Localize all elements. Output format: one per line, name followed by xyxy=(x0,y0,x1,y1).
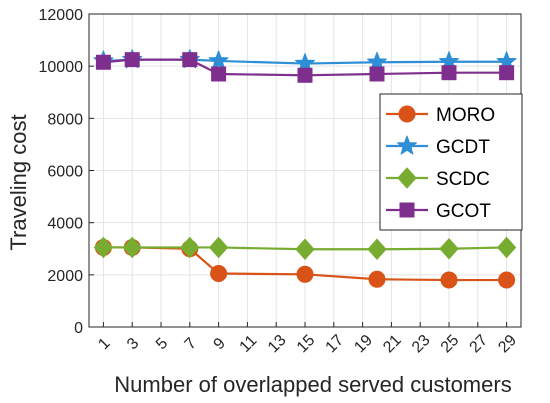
series-line xyxy=(103,58,507,77)
legend-item: GCOT xyxy=(386,201,491,222)
legend-marker xyxy=(397,167,417,189)
data-point xyxy=(367,238,387,261)
x-tick-label: 19 xyxy=(351,332,376,357)
x-tick-label: 1 xyxy=(95,335,113,353)
x-tick-label: 5 xyxy=(153,335,171,353)
data-point xyxy=(93,236,114,259)
legend-label: MORO xyxy=(436,105,495,126)
data-point xyxy=(295,238,315,261)
x-tick-label: 9 xyxy=(211,335,229,353)
data-point xyxy=(297,67,313,83)
legend-label: GCOT xyxy=(436,201,491,222)
data-point xyxy=(440,271,458,289)
data-point xyxy=(95,54,111,70)
data-point xyxy=(496,236,517,259)
x-tick-label: 29 xyxy=(495,332,520,357)
x-tick-label: 25 xyxy=(438,332,463,357)
data-point xyxy=(124,52,140,68)
y-tick-label: 8000 xyxy=(47,111,83,128)
data-point xyxy=(498,271,516,289)
data-point xyxy=(211,66,227,82)
legend-label: SCDC xyxy=(436,169,490,190)
legend-item: SCDC xyxy=(386,167,490,190)
legend-item: MORO xyxy=(386,105,495,126)
x-tick-label: 13 xyxy=(265,332,290,357)
data-point xyxy=(439,238,459,260)
legend-marker xyxy=(396,135,418,155)
y-tick-label: 4000 xyxy=(47,216,83,233)
data-point xyxy=(182,52,198,68)
x-axis-label: Number of overlapped served customers xyxy=(114,372,511,397)
data-point xyxy=(369,66,385,82)
y-tick-label: 0 xyxy=(74,320,83,337)
x-tick-label: 17 xyxy=(323,332,348,357)
legend: MORO GCDT SCDC GCOT xyxy=(379,93,523,231)
x-tick-label: 27 xyxy=(467,332,492,357)
x-tick-label: 23 xyxy=(409,332,434,357)
data-point xyxy=(208,50,229,70)
data-point xyxy=(210,265,228,283)
data-point xyxy=(208,236,229,259)
series-scdc xyxy=(93,236,517,261)
data-point xyxy=(294,53,316,73)
x-tick-label: 11 xyxy=(237,332,261,356)
x-tick-label: 3 xyxy=(124,335,142,353)
legend-item: GCDT xyxy=(386,135,490,158)
data-point xyxy=(122,236,142,259)
data-point xyxy=(441,65,457,81)
y-tick-label: 12000 xyxy=(39,7,84,24)
y-tick-label: 2000 xyxy=(47,268,83,285)
legend-label: GCDT xyxy=(436,137,490,158)
legend-marker xyxy=(398,105,416,123)
y-axis-label: Traveling cost xyxy=(6,114,31,250)
data-point xyxy=(366,51,388,71)
y-tick-label: 6000 xyxy=(47,164,83,181)
legend-marker xyxy=(399,202,415,218)
data-point xyxy=(368,270,386,288)
x-tick-label: 7 xyxy=(182,335,200,353)
x-tick-label: 21 xyxy=(380,332,405,357)
data-point xyxy=(180,236,200,259)
series-group xyxy=(93,49,517,289)
x-tick-label: 15 xyxy=(294,332,319,357)
series-gcot xyxy=(95,52,515,83)
data-point xyxy=(499,65,515,81)
y-tick-label: 10000 xyxy=(39,59,84,76)
data-point xyxy=(296,265,314,283)
